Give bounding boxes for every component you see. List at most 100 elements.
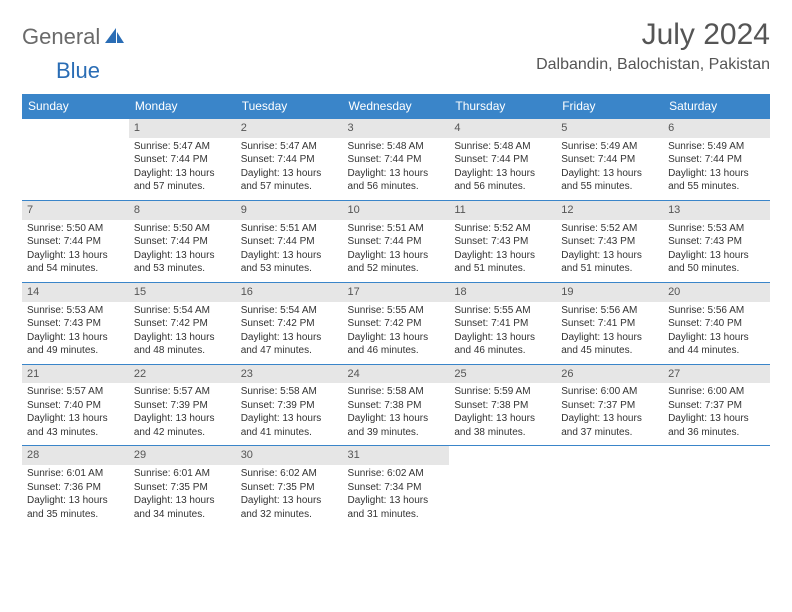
daylight-line: Daylight: 13 hours and 50 minutes.	[668, 249, 765, 276]
day-info: Sunrise: 5:57 AMSunset: 7:39 PMDaylight:…	[129, 383, 236, 445]
day-info: Sunrise: 5:54 AMSunset: 7:42 PMDaylight:…	[236, 302, 343, 364]
day-info: Sunrise: 5:53 AMSunset: 7:43 PMDaylight:…	[22, 302, 129, 364]
day-number: 31	[343, 446, 450, 465]
sunrise-line: Sunrise: 5:47 AM	[134, 140, 231, 154]
day-number: 29	[129, 446, 236, 465]
calendar-cell: 8Sunrise: 5:50 AMSunset: 7:44 PMDaylight…	[129, 200, 236, 282]
daylight-line: Daylight: 13 hours and 37 minutes.	[561, 412, 658, 439]
sunset-line: Sunset: 7:44 PM	[134, 153, 231, 167]
day-info: Sunrise: 5:56 AMSunset: 7:40 PMDaylight:…	[663, 302, 770, 364]
calendar-cell: 17Sunrise: 5:55 AMSunset: 7:42 PMDayligh…	[343, 282, 450, 364]
col-fri: Friday	[556, 94, 663, 119]
day-number: 19	[556, 283, 663, 302]
sunset-line: Sunset: 7:37 PM	[561, 399, 658, 413]
sunrise-line: Sunrise: 6:02 AM	[348, 467, 445, 481]
day-number: 22	[129, 365, 236, 384]
col-sat: Saturday	[663, 94, 770, 119]
sunset-line: Sunset: 7:44 PM	[134, 235, 231, 249]
daylight-line: Daylight: 13 hours and 36 minutes.	[668, 412, 765, 439]
calendar-week: 14Sunrise: 5:53 AMSunset: 7:43 PMDayligh…	[22, 282, 770, 364]
calendar-cell: 22Sunrise: 5:57 AMSunset: 7:39 PMDayligh…	[129, 364, 236, 446]
calendar-cell: 5Sunrise: 5:49 AMSunset: 7:44 PMDaylight…	[556, 119, 663, 201]
daylight-line: Daylight: 13 hours and 51 minutes.	[454, 249, 551, 276]
day-info: Sunrise: 6:01 AMSunset: 7:36 PMDaylight:…	[22, 465, 129, 527]
calendar-week: 1Sunrise: 5:47 AMSunset: 7:44 PMDaylight…	[22, 119, 770, 201]
calendar-cell: 31Sunrise: 6:02 AMSunset: 7:34 PMDayligh…	[343, 446, 450, 527]
day-info: Sunrise: 5:49 AMSunset: 7:44 PMDaylight:…	[663, 138, 770, 200]
logo: General	[22, 24, 128, 50]
col-mon: Monday	[129, 94, 236, 119]
calendar-cell: 11Sunrise: 5:52 AMSunset: 7:43 PMDayligh…	[449, 200, 556, 282]
calendar-cell: 15Sunrise: 5:54 AMSunset: 7:42 PMDayligh…	[129, 282, 236, 364]
day-info: Sunrise: 5:58 AMSunset: 7:39 PMDaylight:…	[236, 383, 343, 445]
calendar-cell: 13Sunrise: 5:53 AMSunset: 7:43 PMDayligh…	[663, 200, 770, 282]
calendar-cell: 2Sunrise: 5:47 AMSunset: 7:44 PMDaylight…	[236, 119, 343, 201]
day-number: 5	[556, 119, 663, 138]
daylight-line: Daylight: 13 hours and 49 minutes.	[27, 331, 124, 358]
day-info: Sunrise: 5:52 AMSunset: 7:43 PMDaylight:…	[556, 220, 663, 282]
sunset-line: Sunset: 7:44 PM	[27, 235, 124, 249]
location: Dalbandin, Balochistan, Pakistan	[536, 56, 770, 74]
col-wed: Wednesday	[343, 94, 450, 119]
logo-word2: Blue	[56, 58, 100, 84]
daylight-line: Daylight: 13 hours and 57 minutes.	[241, 167, 338, 194]
day-number: 7	[22, 201, 129, 220]
daylight-line: Daylight: 13 hours and 46 minutes.	[454, 331, 551, 358]
calendar-cell: 12Sunrise: 5:52 AMSunset: 7:43 PMDayligh…	[556, 200, 663, 282]
sunrise-line: Sunrise: 5:57 AM	[27, 385, 124, 399]
day-info: Sunrise: 5:47 AMSunset: 7:44 PMDaylight:…	[129, 138, 236, 200]
sunrise-line: Sunrise: 5:48 AM	[348, 140, 445, 154]
sunrise-line: Sunrise: 5:51 AM	[348, 222, 445, 236]
day-info: Sunrise: 5:48 AMSunset: 7:44 PMDaylight:…	[449, 138, 556, 200]
calendar-table: Sunday Monday Tuesday Wednesday Thursday…	[22, 94, 770, 527]
day-number: 27	[663, 365, 770, 384]
calendar-cell: 23Sunrise: 5:58 AMSunset: 7:39 PMDayligh…	[236, 364, 343, 446]
sunrise-line: Sunrise: 5:51 AM	[241, 222, 338, 236]
calendar-cell	[663, 446, 770, 527]
day-number: 18	[449, 283, 556, 302]
sunrise-line: Sunrise: 5:56 AM	[561, 304, 658, 318]
sunset-line: Sunset: 7:42 PM	[348, 317, 445, 331]
sunset-line: Sunset: 7:44 PM	[668, 153, 765, 167]
sunrise-line: Sunrise: 5:53 AM	[668, 222, 765, 236]
sunrise-line: Sunrise: 6:00 AM	[561, 385, 658, 399]
day-number: 15	[129, 283, 236, 302]
sunset-line: Sunset: 7:39 PM	[134, 399, 231, 413]
day-info: Sunrise: 5:56 AMSunset: 7:41 PMDaylight:…	[556, 302, 663, 364]
day-number: 12	[556, 201, 663, 220]
sunset-line: Sunset: 7:39 PM	[241, 399, 338, 413]
calendar-cell: 18Sunrise: 5:55 AMSunset: 7:41 PMDayligh…	[449, 282, 556, 364]
calendar-cell: 4Sunrise: 5:48 AMSunset: 7:44 PMDaylight…	[449, 119, 556, 201]
daylight-line: Daylight: 13 hours and 35 minutes.	[27, 494, 124, 521]
calendar-cell: 1Sunrise: 5:47 AMSunset: 7:44 PMDaylight…	[129, 119, 236, 201]
day-number: 24	[343, 365, 450, 384]
sunset-line: Sunset: 7:43 PM	[27, 317, 124, 331]
sunrise-line: Sunrise: 5:54 AM	[241, 304, 338, 318]
daylight-line: Daylight: 13 hours and 48 minutes.	[134, 331, 231, 358]
sunrise-line: Sunrise: 5:53 AM	[27, 304, 124, 318]
daylight-line: Daylight: 13 hours and 56 minutes.	[348, 167, 445, 194]
day-number: 3	[343, 119, 450, 138]
sunrise-line: Sunrise: 5:47 AM	[241, 140, 338, 154]
day-info: Sunrise: 5:47 AMSunset: 7:44 PMDaylight:…	[236, 138, 343, 200]
day-info: Sunrise: 5:59 AMSunset: 7:38 PMDaylight:…	[449, 383, 556, 445]
calendar-week: 7Sunrise: 5:50 AMSunset: 7:44 PMDaylight…	[22, 200, 770, 282]
sunset-line: Sunset: 7:40 PM	[27, 399, 124, 413]
sail-icon	[104, 26, 126, 49]
calendar-cell: 19Sunrise: 5:56 AMSunset: 7:41 PMDayligh…	[556, 282, 663, 364]
sunrise-line: Sunrise: 5:48 AM	[454, 140, 551, 154]
sunrise-line: Sunrise: 5:52 AM	[454, 222, 551, 236]
day-number: 30	[236, 446, 343, 465]
page-title: July 2024	[536, 18, 770, 52]
calendar-cell: 20Sunrise: 5:56 AMSunset: 7:40 PMDayligh…	[663, 282, 770, 364]
daylight-line: Daylight: 13 hours and 55 minutes.	[668, 167, 765, 194]
day-number: 14	[22, 283, 129, 302]
sunrise-line: Sunrise: 5:55 AM	[454, 304, 551, 318]
day-info: Sunrise: 5:51 AMSunset: 7:44 PMDaylight:…	[236, 220, 343, 282]
sunrise-line: Sunrise: 6:02 AM	[241, 467, 338, 481]
calendar-cell: 10Sunrise: 5:51 AMSunset: 7:44 PMDayligh…	[343, 200, 450, 282]
daylight-line: Daylight: 13 hours and 52 minutes.	[348, 249, 445, 276]
day-number: 25	[449, 365, 556, 384]
day-info: Sunrise: 6:02 AMSunset: 7:34 PMDaylight:…	[343, 465, 450, 527]
day-number: 8	[129, 201, 236, 220]
